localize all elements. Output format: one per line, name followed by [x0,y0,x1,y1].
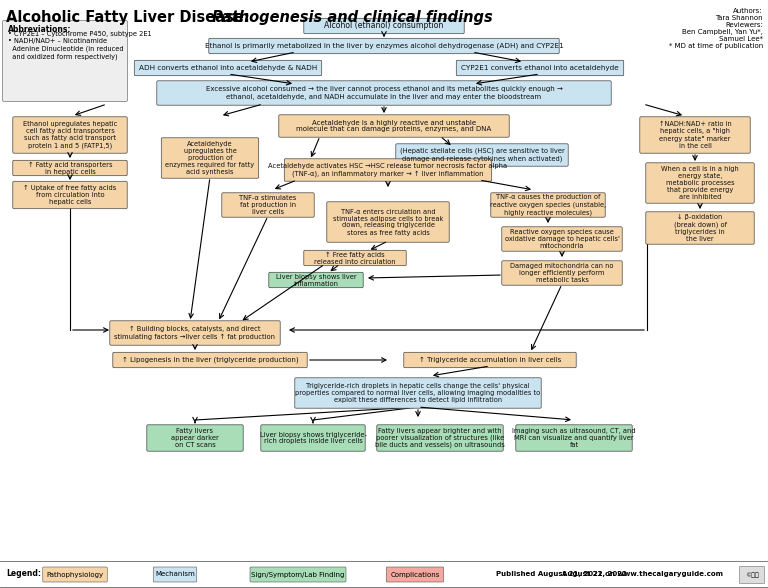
FancyBboxPatch shape [113,352,307,368]
FancyBboxPatch shape [13,117,127,153]
Text: ↑NADH:NAD+ ratio in
hepatic cells, a "high
energy state" marker
in the cell: ↑NADH:NAD+ ratio in hepatic cells, a "hi… [659,122,731,149]
Text: TNF-α stimulates
fat production in
liver cells: TNF-α stimulates fat production in liver… [240,195,296,215]
FancyBboxPatch shape [404,352,576,368]
Text: Sign/Symptom/Lab Finding: Sign/Symptom/Lab Finding [251,572,345,577]
FancyBboxPatch shape [304,250,406,266]
Text: Complications: Complications [390,572,440,577]
FancyBboxPatch shape [161,138,259,178]
FancyBboxPatch shape [279,115,509,137]
Text: Published August 21, 2022 on www.thecalgaryguide.com: Published August 21, 2022 on www.thecalg… [496,571,723,577]
FancyBboxPatch shape [154,567,197,582]
Text: Mechanism: Mechanism [155,572,195,577]
Text: ↑ Triglyceride accumulation in liver cells: ↑ Triglyceride accumulation in liver cel… [419,357,561,363]
Text: Acetaldehyde is a highly reactive and unstable
molecule that can damage proteins: Acetaldehyde is a highly reactive and un… [296,119,492,132]
FancyBboxPatch shape [2,21,127,102]
Text: TNF-α causes the production of
reactive oxygen species (unstable,
highly reactiv: TNF-α causes the production of reactive … [490,195,606,215]
Text: Fatty livers
appear darker
on CT scans: Fatty livers appear darker on CT scans [171,428,219,448]
Text: Legend:: Legend: [6,570,41,579]
Text: Liver biopsy shows liver
inflammation: Liver biopsy shows liver inflammation [276,273,356,286]
FancyBboxPatch shape [740,566,764,583]
FancyBboxPatch shape [377,425,503,451]
Text: Acetaldehyde activates HSC →HSC release tumor necrosis factor alpha
(TNF-α), an : Acetaldehyde activates HSC →HSC release … [269,163,508,177]
Text: Damaged mitochondria can no
longer efficiently perform
metabolic tasks: Damaged mitochondria can no longer effic… [510,263,614,283]
Text: Acetaldehyde
upregulates the
production of
enzymes required for fatty
acid synth: Acetaldehyde upregulates the production … [165,141,254,175]
FancyBboxPatch shape [209,38,559,54]
FancyBboxPatch shape [261,425,366,451]
Text: Fatty livers appear brighter and with
poorer visualization of structures (like
b: Fatty livers appear brighter and with po… [375,427,505,449]
FancyBboxPatch shape [147,425,243,451]
FancyBboxPatch shape [157,81,611,105]
FancyBboxPatch shape [502,227,622,251]
Text: Ethanol is primarily metabolized in the liver by enzymes alcohol dehydrogenase (: Ethanol is primarily metabolized in the … [204,43,564,49]
FancyBboxPatch shape [386,567,444,582]
Text: Reactive oxygen species cause
oxidative damage to hepatic cells'
mitochondria: Reactive oxygen species cause oxidative … [505,229,620,249]
Text: Abbreviations:: Abbreviations: [8,25,71,34]
FancyBboxPatch shape [222,193,314,217]
FancyBboxPatch shape [304,18,464,34]
Text: Alcoholic Fatty Liver Disease:: Alcoholic Fatty Liver Disease: [6,10,255,25]
FancyBboxPatch shape [502,261,622,285]
Text: TNF-α enters circulation and
stimulates adipose cells to break
down, releasing t: TNF-α enters circulation and stimulates … [333,209,443,236]
FancyBboxPatch shape [134,61,322,76]
FancyBboxPatch shape [110,321,280,345]
FancyBboxPatch shape [295,378,541,408]
Text: ADH converts ethanol into acetaldehyde & NADH: ADH converts ethanol into acetaldehyde &… [139,65,317,71]
Text: Liver biopsy shows triglyceride-
rich droplets inside liver cells: Liver biopsy shows triglyceride- rich dr… [260,432,366,445]
Text: Alcohol (ethanol) consumption: Alcohol (ethanol) consumption [324,22,444,31]
Text: When a cell is in a high
energy state,
metabolic processes
that provide energy
a: When a cell is in a high energy state, m… [661,166,739,200]
Text: ↑ Free fatty acids
released into circulation: ↑ Free fatty acids released into circula… [314,252,396,265]
FancyBboxPatch shape [646,212,754,244]
Text: ↓ β-oxidation
(break down) of
triglycerides in
the liver: ↓ β-oxidation (break down) of triglyceri… [674,214,727,242]
FancyBboxPatch shape [13,181,127,209]
FancyBboxPatch shape [250,567,346,582]
Text: (Hepatic stellate cells (HSC) are sensitive to liver
damage and release cytokine: (Hepatic stellate cells (HSC) are sensit… [399,148,564,162]
Text: Authors:
Tara Shannon
Reviewers:
Ben Campbell, Yan Yu*,
Samuel Lee*
* MD at time: Authors: Tara Shannon Reviewers: Ben Cam… [669,8,763,49]
Text: CYP2E1 converts ethanol into acetaldehyde: CYP2E1 converts ethanol into acetaldehyd… [461,65,619,71]
Text: ↑ Lipogenesis in the liver (triglyceride production): ↑ Lipogenesis in the liver (triglyceride… [121,357,298,363]
Text: Excessive alcohol consumed → the liver cannot process ethanol and its metabolite: Excessive alcohol consumed → the liver c… [206,86,562,99]
Text: Triglyceride-rich droplets in hepatic cells change the cells' physical
propertie: Triglyceride-rich droplets in hepatic ce… [296,383,541,403]
FancyBboxPatch shape [327,202,449,242]
Text: Ethanol upregulates hepatic
cell fatty acid transporters
such as fatty acid tran: Ethanol upregulates hepatic cell fatty a… [23,121,118,149]
FancyBboxPatch shape [396,144,568,166]
FancyBboxPatch shape [13,161,127,176]
FancyBboxPatch shape [456,61,624,76]
Text: ↑ Building blocks, catalysts, and direct
stimulating factors →liver cells ↑ fat : ↑ Building blocks, catalysts, and direct… [114,326,276,340]
FancyBboxPatch shape [43,567,108,582]
FancyBboxPatch shape [646,163,754,203]
Text: August 21, 2022: August 21, 2022 [562,571,627,577]
Text: ↑ Fatty acid transporters
in hepatic cells: ↑ Fatty acid transporters in hepatic cel… [28,162,112,175]
FancyBboxPatch shape [491,193,605,217]
FancyBboxPatch shape [269,272,363,288]
FancyBboxPatch shape [516,425,632,451]
Text: Imaging such as ultrasound, CT, and
MRI can visualize and quantify liver
fat: Imaging such as ultrasound, CT, and MRI … [512,428,636,448]
Text: • CYP2E1 – Cytochrome P450, subtype 2E1
• NADH/NAD+ – Nicotinamide
  Adenine Din: • CYP2E1 – Cytochrome P450, subtype 2E1 … [8,31,151,61]
Text: ↑ Uptake of free fatty acids
from circulation into
hepatic cells: ↑ Uptake of free fatty acids from circul… [23,185,117,205]
Text: Pathophysiology: Pathophysiology [46,572,104,577]
Text: Pathogenesis and clinical findings: Pathogenesis and clinical findings [212,10,493,25]
Text: ©ⓈⓈ: ©ⓈⓈ [745,572,759,578]
FancyBboxPatch shape [284,159,492,181]
FancyBboxPatch shape [640,117,750,153]
